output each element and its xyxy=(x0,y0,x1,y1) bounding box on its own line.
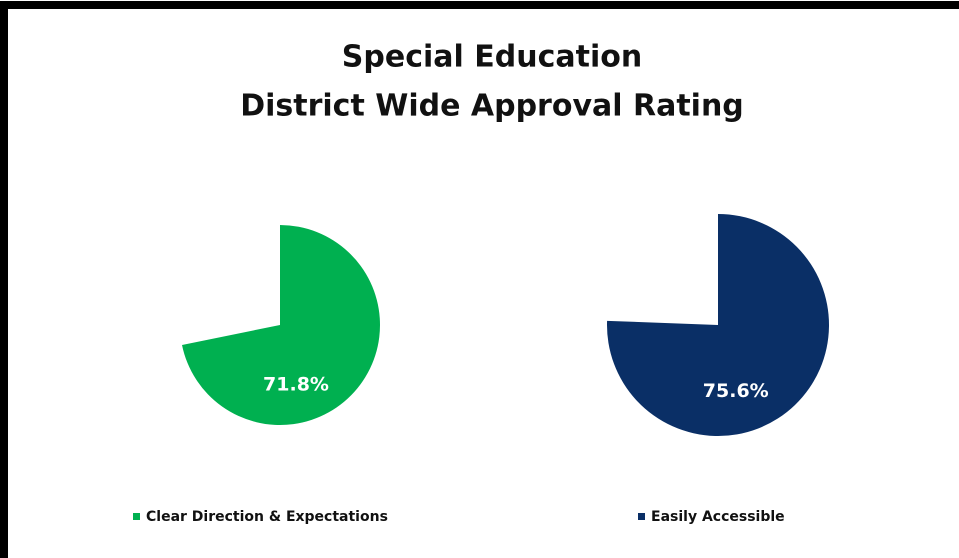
chart-title: Special Education xyxy=(342,40,642,75)
legend-label: Easily Accessible xyxy=(651,509,785,525)
data-label: 71.8% xyxy=(263,374,329,396)
data-label: 75.6% xyxy=(703,380,769,402)
legend-label: Clear Direction & Expectations xyxy=(146,509,388,525)
legend-marker xyxy=(133,513,140,520)
pie-slice xyxy=(606,214,829,437)
legend-marker xyxy=(638,513,645,520)
chart-subtitle: District Wide Approval Rating xyxy=(240,89,744,124)
pie-slice xyxy=(182,225,380,425)
